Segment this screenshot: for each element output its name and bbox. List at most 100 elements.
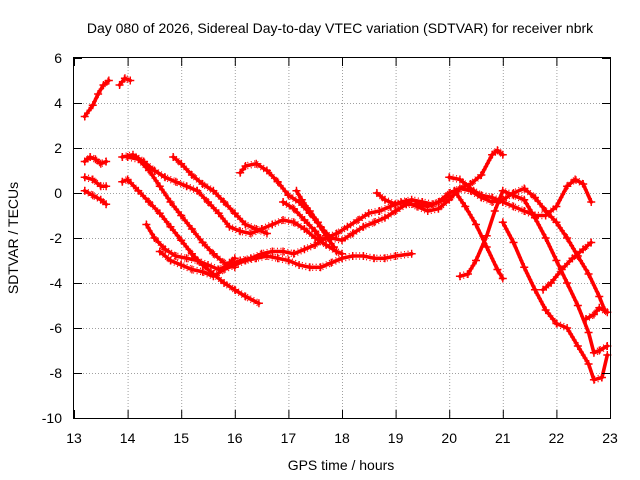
series-s12 xyxy=(169,153,271,238)
data-point xyxy=(359,252,368,260)
data-point xyxy=(584,360,593,368)
data-point xyxy=(155,209,164,218)
x-tick-label: 21 xyxy=(495,430,511,446)
data-point xyxy=(182,182,191,191)
data-point xyxy=(434,198,443,206)
series-marker-hatch xyxy=(295,193,335,251)
data-point xyxy=(455,184,464,193)
data-point xyxy=(300,225,309,233)
series-s19 xyxy=(450,186,507,283)
data-point xyxy=(488,193,497,202)
data-point xyxy=(289,204,298,213)
x-axis-tick-labels: 13 14 15 16 17 18 19 20 21 22 23 xyxy=(66,430,618,446)
data-point xyxy=(552,319,561,328)
data-point xyxy=(541,234,550,242)
data-point xyxy=(603,342,612,350)
data-point xyxy=(603,308,612,317)
data-point xyxy=(375,207,384,215)
data-point xyxy=(407,249,416,258)
data-point xyxy=(187,171,196,179)
series-line xyxy=(82,189,108,207)
series-line xyxy=(171,155,269,236)
data-point xyxy=(370,254,379,263)
data-point xyxy=(80,186,89,195)
y-tick-label: -8 xyxy=(50,365,63,381)
y-tick-label: -6 xyxy=(50,320,63,336)
data-point xyxy=(597,373,606,382)
data-point xyxy=(571,175,580,184)
data-point xyxy=(241,256,250,265)
data-point xyxy=(96,159,105,168)
data-point xyxy=(204,261,212,269)
series-marker-hatch xyxy=(127,159,236,271)
x-tick-label: 14 xyxy=(120,430,136,446)
x-tick-label: 18 xyxy=(334,430,350,446)
data-point xyxy=(520,263,529,272)
data-point xyxy=(364,209,373,218)
series-s14 xyxy=(292,186,338,251)
y-axis-tick-labels: -10 -8 -6 -4 -2 0 2 4 6 xyxy=(42,50,62,426)
data-point xyxy=(134,186,143,195)
data-point xyxy=(413,202,422,211)
series-marker-hatch xyxy=(84,193,107,208)
data-point xyxy=(445,195,454,204)
y-tick-label: 0 xyxy=(54,185,62,201)
data-point xyxy=(338,236,346,245)
data-point xyxy=(273,177,282,186)
data-point xyxy=(587,238,596,247)
series-s22 xyxy=(581,303,612,323)
series-s17 xyxy=(445,173,596,220)
data-point xyxy=(88,101,97,110)
data-point xyxy=(563,279,572,287)
data-point xyxy=(359,222,368,231)
data-point xyxy=(262,229,271,238)
series-s13 xyxy=(236,146,507,245)
data-point xyxy=(493,265,502,274)
data-point xyxy=(279,198,288,206)
data-point xyxy=(279,216,288,224)
data-point xyxy=(86,153,95,161)
data-point xyxy=(477,191,486,200)
series-marker-hatch xyxy=(239,152,504,245)
series-s7 xyxy=(118,175,263,308)
data-point xyxy=(94,90,103,98)
data-point xyxy=(332,247,341,256)
data-point xyxy=(509,202,518,211)
data-point xyxy=(372,189,381,197)
data-point xyxy=(145,198,154,206)
data-point xyxy=(316,263,325,272)
data-point xyxy=(327,258,336,267)
data-point xyxy=(273,254,282,263)
data-point xyxy=(490,207,499,215)
y-tick-label: -10 xyxy=(42,410,62,426)
data-point xyxy=(209,272,218,281)
data-point xyxy=(220,263,229,272)
data-point xyxy=(498,150,507,159)
series-marker-hatch xyxy=(159,253,412,281)
data-point xyxy=(166,198,175,206)
data-point xyxy=(292,186,301,195)
data-point xyxy=(284,256,293,265)
data-point xyxy=(450,186,459,195)
data-point xyxy=(118,177,127,186)
data-point xyxy=(595,303,604,312)
series-marker-hatch xyxy=(502,224,608,384)
data-point xyxy=(423,207,432,215)
data-point xyxy=(530,193,539,202)
series-s8 xyxy=(123,153,239,272)
plot-frame xyxy=(73,57,611,419)
data-point xyxy=(225,258,234,267)
data-point xyxy=(102,157,111,166)
data-point xyxy=(252,254,261,263)
data-point xyxy=(563,234,572,242)
data-point xyxy=(193,256,202,265)
data-point xyxy=(295,261,304,269)
data-point xyxy=(579,180,588,188)
data-point xyxy=(104,76,113,85)
data-point xyxy=(305,207,314,215)
data-point xyxy=(145,166,154,175)
data-point xyxy=(488,150,497,159)
data-point xyxy=(171,252,180,260)
data-point xyxy=(177,159,186,168)
data-point xyxy=(177,261,186,269)
